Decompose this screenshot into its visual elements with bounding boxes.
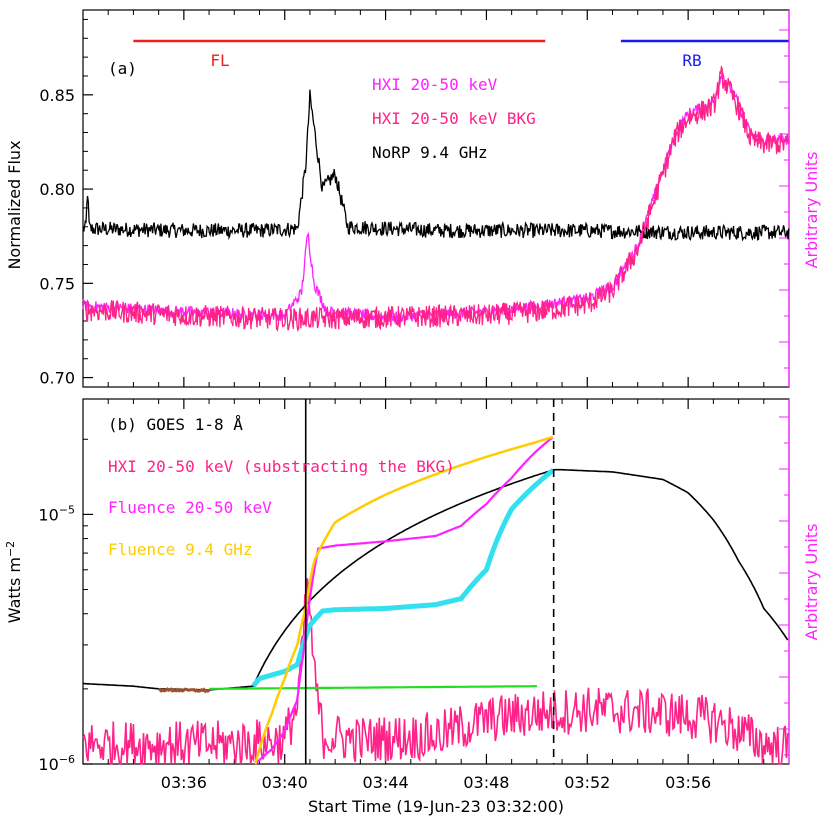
series-b-line [254,435,554,765]
legend-b-hxi: HXI 20-50 keV (substracting the BKG) [108,457,455,476]
y-tick-label-a: 0.85 [39,86,75,105]
series-b-line [251,468,555,688]
interval-label-rb: RB [682,51,701,70]
panel-b-ylabel-right: Arbitrary Units [802,524,821,641]
series-b-line [82,578,789,766]
panel-b-series [82,435,789,766]
y-tick-label-a: 0.75 [39,274,75,293]
series-a-line [82,89,790,242]
y-tick-label-b-base: 10 [38,755,58,774]
x-tick-label: 03:44 [363,773,409,792]
y-tick-label-b-exp: −5 [59,503,75,516]
panel-b-ticks: 10−610−503:36 03:40 03:44 03:48 03:52 03:56 [38,399,765,792]
panel-a-ylabel-right: Arbitrary Units [802,152,821,269]
series-b-line [158,687,211,694]
panel-a-label: (a) [108,59,137,78]
series-b-line [254,436,554,765]
panel-a-right-ticks [779,29,789,369]
y-tick-label-b-exp: −6 [59,753,75,766]
x-tick-label: 03:48 [463,773,509,792]
x-axis-title: Start Time (19-Jun-23 03:32:00) [308,797,564,816]
panel-b-ylabel-sup: −2 [4,541,17,557]
panel-a-ylabel: Normalized Flux [5,140,24,269]
x-tick-label: 03:40 [262,773,308,792]
legend-b-fluence-norp: Fluence 9.4 GHz [108,540,253,559]
y-tick-label-b-base: 10 [38,505,58,524]
y-tick-label-b: 10−5 [38,503,75,524]
panel-b-ylabel-text: Watts m [5,557,24,623]
panel-a-series [82,64,790,332]
panel-a-ticks: 0.70 0.75 0.80 0.85 [39,10,765,388]
x-tick-label: 03:52 [564,773,610,792]
panel-b-right-ticks [779,416,789,756]
legend-a-norp: NoRP 9.4 GHz [372,143,488,162]
series-b-line [209,685,537,691]
series-a-line [82,64,790,332]
x-tick-label: 03:36 [161,773,207,792]
legend-a-hxi: HXI 20-50 keV [372,75,498,94]
panel-a-plot-area [82,39,790,332]
legend-a-hxi-bkg: HXI 20-50 keV BKG [372,109,536,128]
interval-label-fl: FL [210,51,229,70]
y-tick-label-a: 0.80 [39,180,75,199]
y-tick-label-a: 0.70 [39,369,75,388]
legend-b-fluence-hxi: Fluence 20-50 keV [108,498,272,517]
panel-b-vertical-lines [304,399,555,764]
y-tick-label-b: 10−6 [38,753,75,774]
legend-b-goes: (b) GOES 1-8 Å [108,415,243,434]
x-tick-label: 03:56 [665,773,711,792]
panel-b-ylabel: Watts m−2 [4,541,24,623]
